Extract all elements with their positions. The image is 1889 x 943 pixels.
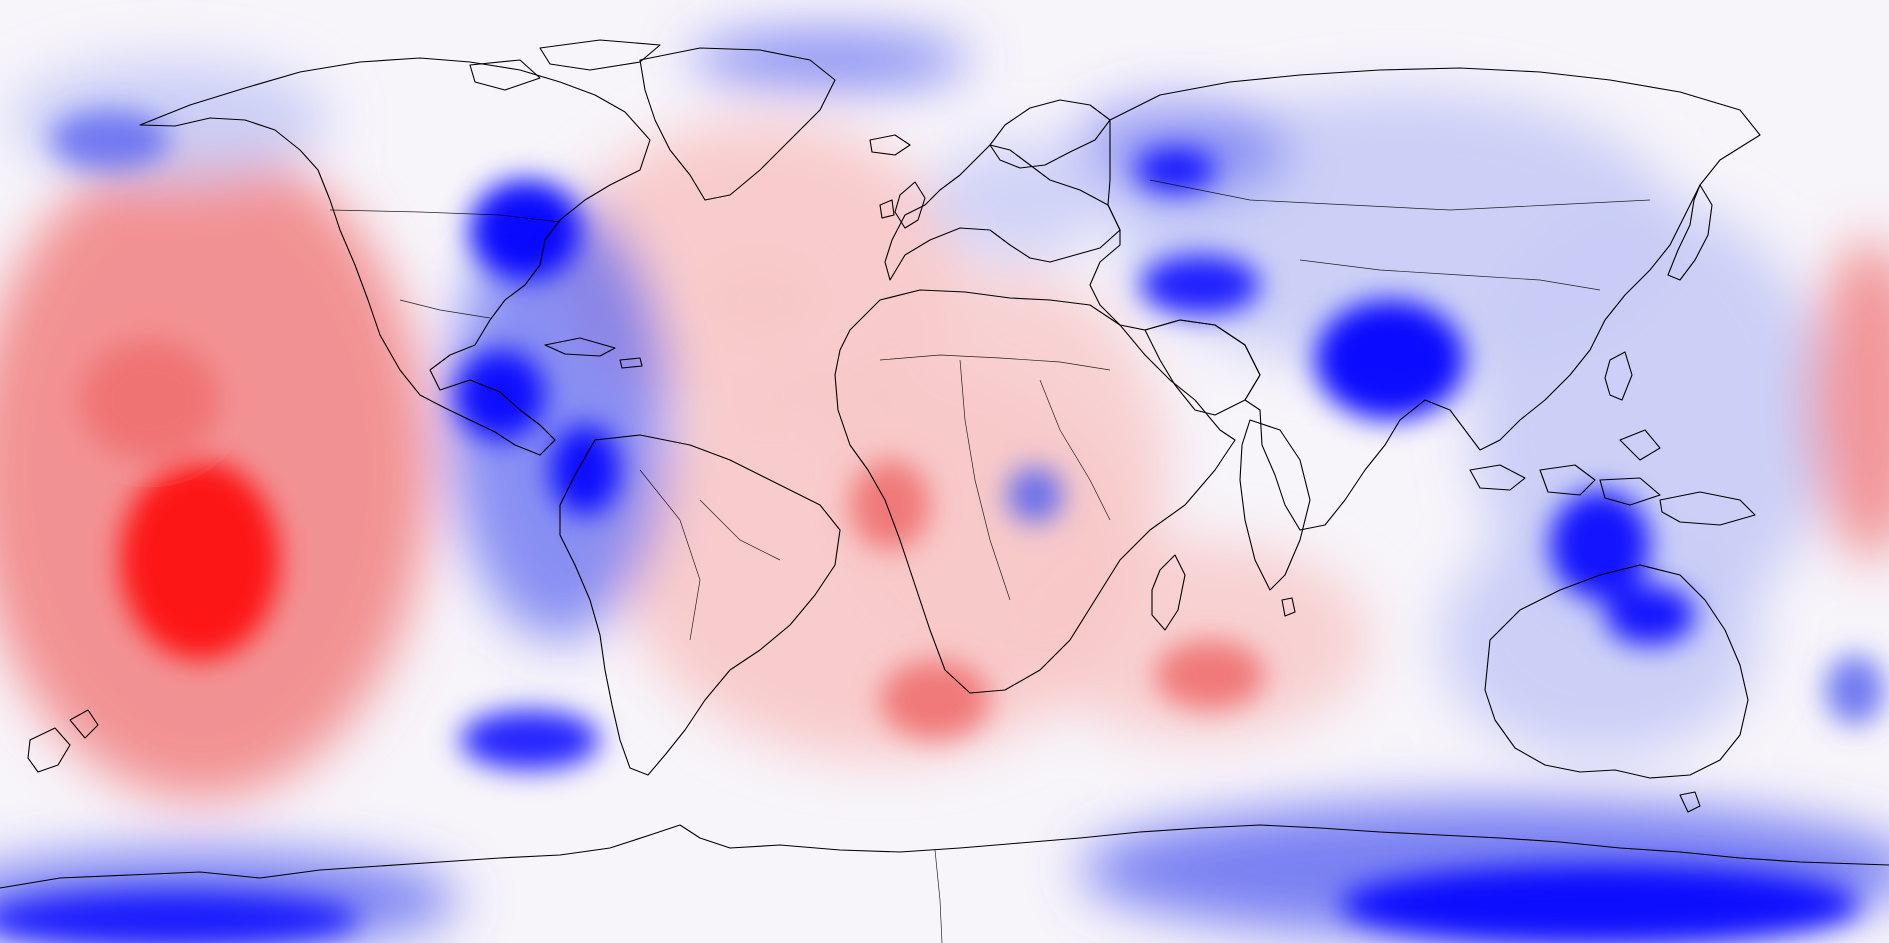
anomaly-peak-cool-indonesia	[1550, 490, 1650, 600]
anomaly-cool-europe	[930, 140, 1110, 260]
coastline-antarctica	[0, 824, 1889, 889]
coastline-australia	[1484, 564, 1749, 779]
anomaly-peak-cool-iran	[1140, 255, 1260, 315]
anomaly-peak-cool-north-pacific-west	[50, 110, 170, 170]
anomaly-peak-warm-pacific	[120, 460, 280, 660]
coastline-asia	[1089, 67, 1761, 531]
border-usa-canada	[329, 209, 561, 223]
border-usa-mexico	[399, 299, 491, 319]
coastline-south-america	[559, 434, 841, 776]
coastline-iceland	[869, 134, 911, 156]
coastline-indonesia	[1469, 429, 1661, 506]
anomaly-peak-warm-south-africa	[880, 660, 990, 740]
anomaly-peak-cool-tropical-atlantic	[1007, 467, 1063, 523]
country-borders	[329, 179, 1651, 943]
anomaly-warm-far-west-pacific	[1810, 240, 1889, 560]
border-asia-china	[1299, 259, 1601, 291]
border-south-america-1	[639, 469, 701, 641]
anomaly-peak-cool-south-asia	[1315, 300, 1465, 420]
anomaly-peak-cool-ecuador	[550, 425, 620, 515]
coastline-greenland	[639, 47, 836, 201]
anomaly-cool-north-pacific	[10, 60, 330, 180]
anomaly-peak-cool-new-guinea	[1605, 585, 1695, 645]
coastline-british-isles	[879, 181, 926, 229]
anomaly-peak-warm-pacific-north	[80, 340, 220, 460]
anomaly-peak-cool-north-america	[470, 180, 580, 280]
anomaly-peak-cool-east-pacific-tropical	[1825, 655, 1885, 725]
coastline-arctic-islands	[469, 39, 661, 91]
coastline-scandinavia	[989, 99, 1111, 169]
anomaly-peak-cool-antarctic-west	[0, 892, 360, 943]
coastlines	[0, 39, 1889, 889]
border-antarctica-meridian	[934, 849, 943, 943]
coastline-new-guinea	[1659, 491, 1756, 526]
anomaly-peak-cool-central-asia	[1135, 148, 1215, 192]
anomaly-peak-cool-patagonia	[460, 710, 600, 770]
anomaly-peak-cool-central-america	[455, 350, 545, 440]
coastline-philippines	[1604, 351, 1633, 401]
coastline-india	[1239, 419, 1311, 591]
border-south-america-2	[699, 499, 781, 561]
border-africa-north	[879, 354, 1111, 371]
anomaly-field-core	[0, 110, 1885, 943]
border-africa-central	[959, 359, 1011, 601]
coastline-madagascar	[1151, 554, 1186, 631]
coastline-caribbean	[544, 337, 643, 369]
anomaly-peak-cool-antarctic	[1340, 865, 1860, 943]
anomaly-cool-arctic	[690, 30, 970, 90]
coastline-africa	[834, 289, 1236, 694]
coastline-north-america	[139, 57, 651, 456]
coastline-new-zealand	[27, 709, 99, 773]
anomaly-peak-warm-west-africa	[850, 460, 930, 550]
border-asia-russia	[1149, 179, 1651, 211]
anomaly-peak-warm-indian-ocean	[1155, 640, 1265, 710]
coastline-tasmania	[1679, 791, 1701, 813]
anomaly-peak-warm-atlantic-north	[700, 255, 820, 345]
anomaly-warm-indian-ocean	[1030, 540, 1370, 740]
coastline-europe	[884, 144, 1121, 281]
border-africa-east	[1039, 379, 1111, 521]
anomaly-cool-australia	[1440, 520, 1760, 760]
coastline-sri-lanka	[1281, 597, 1296, 617]
coastline-japan	[1667, 184, 1713, 281]
anomaly-cool-east-pacific	[450, 200, 670, 640]
